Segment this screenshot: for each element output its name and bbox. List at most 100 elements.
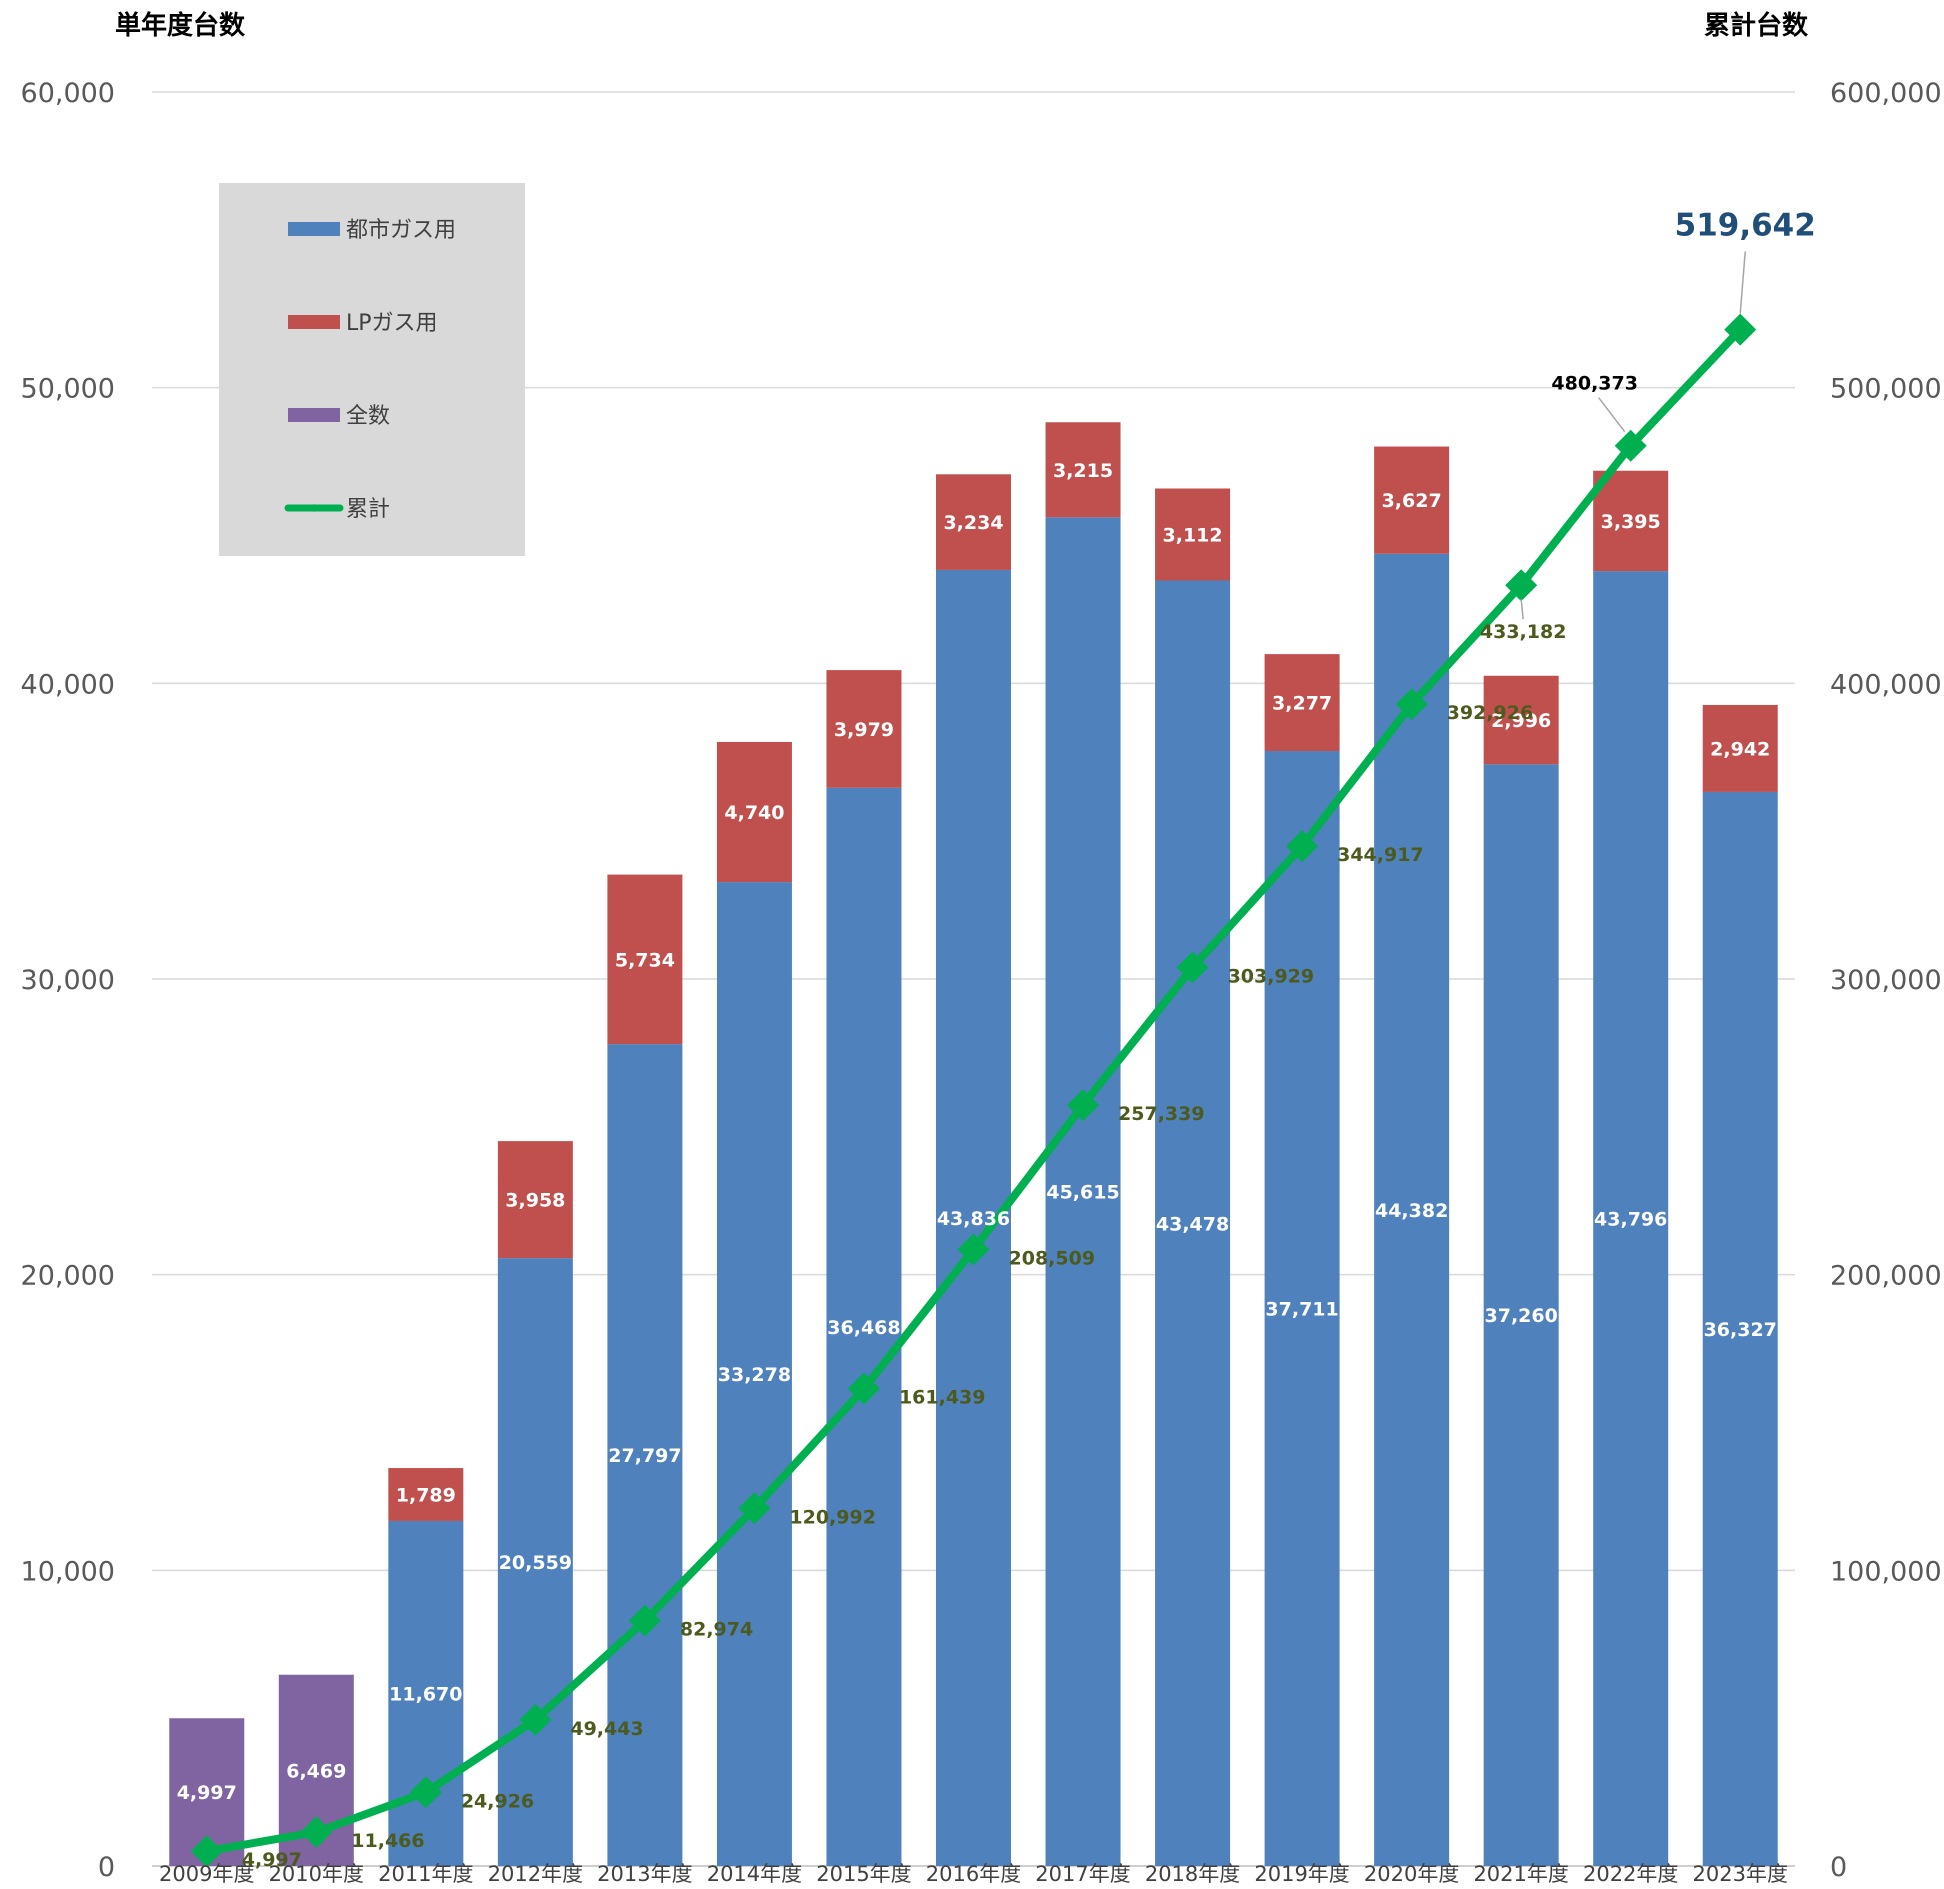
right-tick-label: 600,000 (1830, 78, 1942, 109)
cumulative-label: 433,182 (1480, 621, 1567, 643)
cumulative-label: 82,974 (680, 1619, 753, 1641)
bar-city-gas (497, 1258, 573, 1866)
bar-lp-gas-label: 2,942 (1710, 738, 1770, 760)
bar-lp-gas (388, 1468, 464, 1521)
left-tick-label: 10,000 (21, 1556, 115, 1587)
bar-city-gas (1593, 571, 1669, 1866)
data-labels: 4,997 6,469 11,670 1,789 20,559 3,958 27,797 5,… (177, 208, 1816, 1872)
bar-city-gas-label: 27,797 (608, 1445, 681, 1467)
bar-city-gas-label: 43,478 (1156, 1213, 1229, 1235)
legend-label: LPガス用 (346, 311, 438, 336)
bar-lp-gas (1045, 422, 1121, 518)
cumulative-label: 344,917 (1337, 844, 1424, 866)
cumulative-label: 120,992 (789, 1506, 876, 1528)
cumulative-label: 392,926 (1447, 702, 1534, 724)
category-label: 2018年度 (1145, 1862, 1240, 1886)
bar-lp-gas (1155, 488, 1231, 581)
bar-lp-gas-label: 3,112 (1163, 524, 1223, 546)
category-label: 2019年度 (1254, 1862, 1349, 1886)
callout-leader (1598, 397, 1626, 433)
legend-label: 全数 (346, 404, 390, 429)
bar-lp-gas-label: 2,996 (1491, 710, 1551, 732)
bar-lp-gas-label: 3,958 (505, 1190, 565, 1212)
bar-lp-gas (1374, 446, 1450, 554)
cumulative-marker (957, 1233, 990, 1266)
category-label: 2020年度 (1364, 1862, 1459, 1886)
cumulative-marker (738, 1492, 771, 1525)
bars (169, 422, 1778, 1867)
bar-city-gas (1702, 791, 1778, 1867)
bar-city-gas (1155, 580, 1231, 1866)
bar-city-gas-label: 43,796 (1594, 1209, 1667, 1231)
bar-lp-gas (1593, 470, 1669, 572)
left-tick-label: 40,000 (21, 669, 115, 700)
cumulative-marker (1067, 1089, 1100, 1122)
cumulative-marker (847, 1372, 880, 1405)
bar-city-gas (826, 787, 902, 1866)
bar-city-gas-label: 33,278 (718, 1364, 791, 1386)
bar-lp-gas-label: 5,734 (615, 949, 675, 971)
cumulative-label: 24,926 (461, 1790, 534, 1812)
category-label: 2009年度 (159, 1862, 254, 1886)
bar-city-gas-label: 20,559 (499, 1552, 572, 1574)
cumulative-line (190, 313, 1757, 1868)
bar-city-gas-label: 36,468 (827, 1317, 900, 1339)
right-axis-title: 累計台数 (1704, 10, 1809, 41)
category-label: 2011年度 (378, 1862, 473, 1886)
cumulative-marker (1286, 830, 1319, 863)
bar-city-gas (607, 1044, 683, 1866)
bar-lp-gas (1702, 704, 1778, 792)
cumulative-marker (190, 1835, 223, 1868)
legend-label: 累計 (346, 497, 390, 522)
legend-swatch (288, 315, 340, 329)
cumulative-marker (1176, 951, 1209, 984)
cumulative-label: 480,373 (1551, 373, 1638, 395)
bar-city-gas (1264, 751, 1340, 1866)
cumulative-label: 208,509 (1009, 1248, 1096, 1270)
bar-city-gas-label: 36,327 (1704, 1319, 1777, 1341)
bar-city-gas-label: 37,260 (1485, 1305, 1558, 1327)
right-tick-label: 300,000 (1830, 965, 1942, 996)
category-label: 2023年度 (1693, 1862, 1788, 1886)
legend-swatch (288, 408, 340, 422)
bar-lp-gas (936, 474, 1011, 570)
cumulative-label: 4,997 (242, 1849, 302, 1871)
bar-lp-gas-label: 3,215 (1053, 460, 1113, 482)
category-label: 2016年度 (926, 1862, 1021, 1886)
bar-lp-gas-label: 3,395 (1601, 511, 1661, 533)
bar-lp-gas (826, 670, 902, 788)
left-tick-label: 30,000 (21, 965, 115, 996)
category-label: 2013年度 (597, 1862, 692, 1886)
cumulative-marker (300, 1816, 333, 1849)
bar-city-gas-label: 37,711 (1265, 1299, 1338, 1321)
bar-lp-gas-label: 3,627 (1382, 490, 1442, 512)
right-tick-label: 400,000 (1830, 669, 1942, 700)
legend-swatch (288, 222, 340, 236)
category-label: 2012年度 (488, 1862, 583, 1886)
bar-city-gas (1374, 553, 1450, 1866)
axes: 単年度台数 累計台数 0 0 10,000 100,000 20,000 200,000 3… (21, 10, 1942, 1886)
legend-label: 都市ガス用 (346, 218, 456, 243)
cumulative-marker (1395, 688, 1428, 721)
bar-city-gas-label: 45,615 (1046, 1182, 1119, 1204)
bar-city-gas (388, 1520, 464, 1866)
callout-leader (1739, 251, 1746, 314)
legend-marker (310, 504, 318, 512)
bar-city-gas-label: 44,382 (1375, 1200, 1448, 1222)
category-label: 2021年度 (1473, 1862, 1568, 1886)
bar-city-gas (716, 882, 792, 1866)
cumulative-label: 257,339 (1118, 1103, 1205, 1125)
cumulative-marker (1724, 313, 1757, 346)
left-axis-title: 単年度台数 (115, 10, 246, 41)
bar-lp-gas-label: 3,979 (834, 719, 894, 741)
bar-lp-gas-label: 4,740 (724, 802, 784, 824)
cumulative-label: 11,466 (351, 1830, 424, 1852)
bar-city-gas-label: 43,836 (937, 1208, 1010, 1230)
cumulative-label: 161,439 (899, 1387, 986, 1409)
right-tick-label: 200,000 (1830, 1261, 1942, 1292)
bar-lp-gas-label: 1,789 (396, 1485, 456, 1507)
callout-leader (1520, 599, 1524, 620)
bar-lp-gas (1483, 675, 1559, 765)
